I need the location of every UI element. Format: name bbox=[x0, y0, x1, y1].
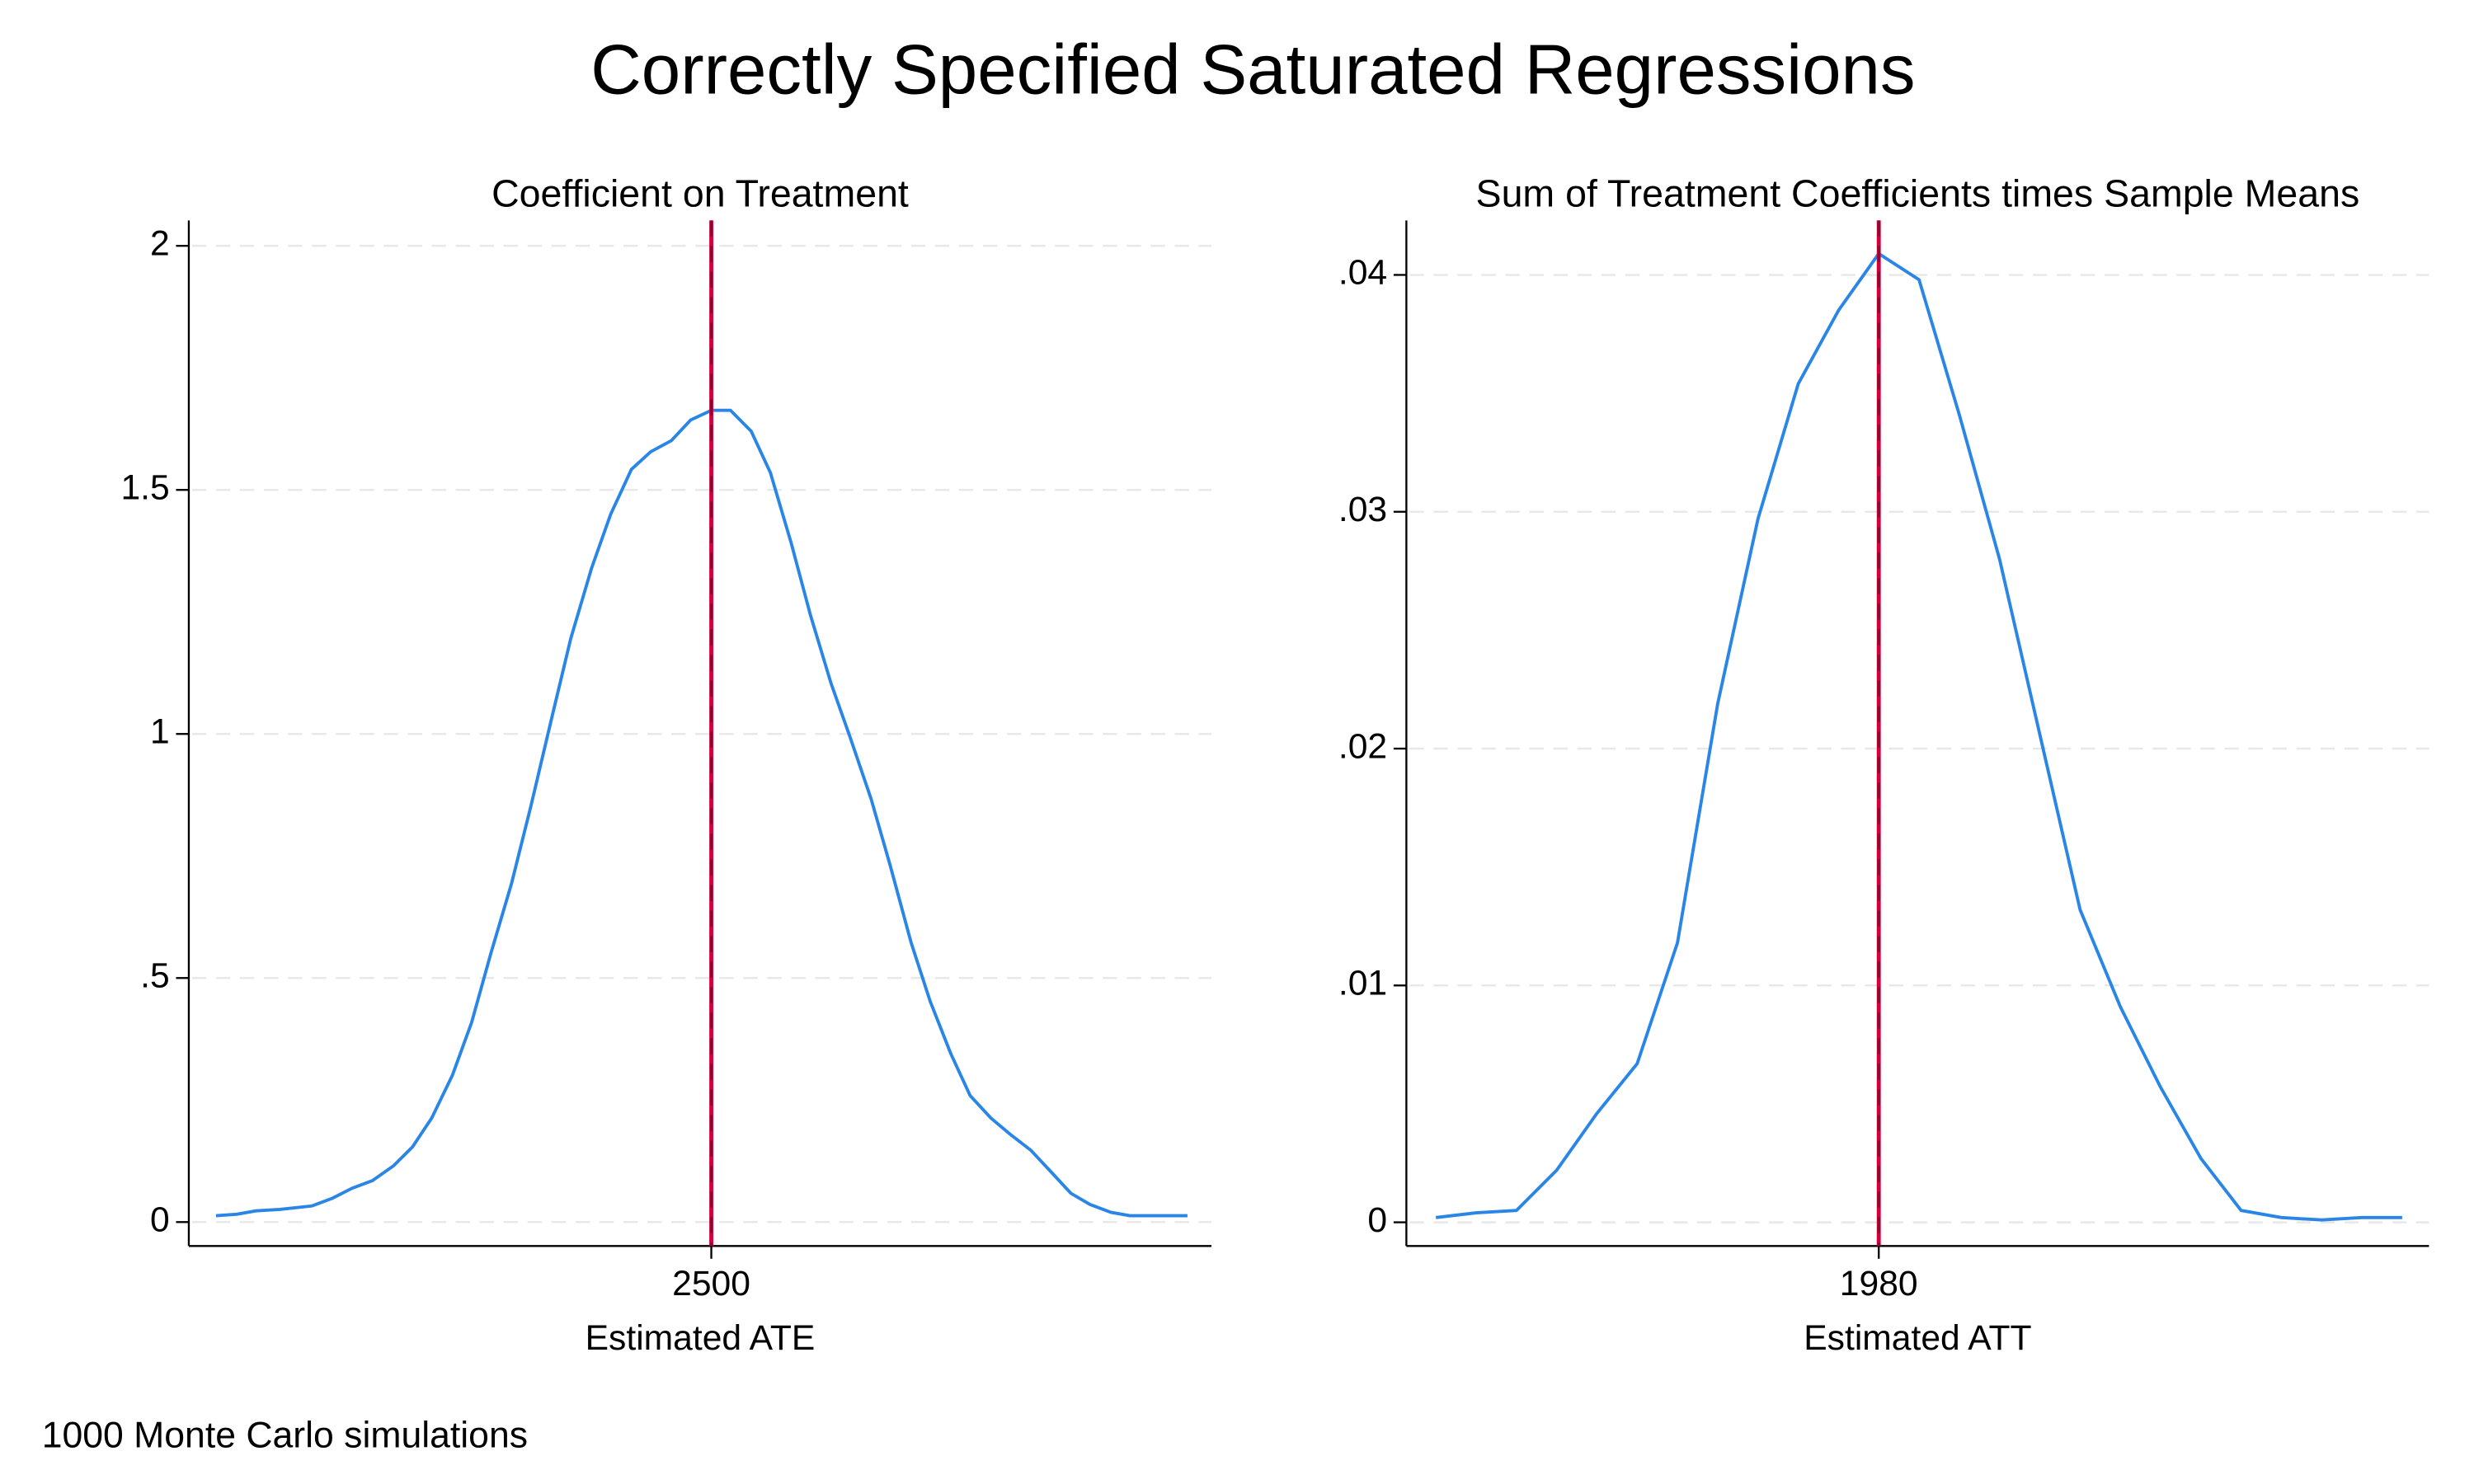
x-tick-label: 1980 bbox=[1840, 1264, 1918, 1303]
y-tick-label: .03 bbox=[1338, 490, 1387, 529]
density-line bbox=[215, 408, 1188, 1218]
x-axis-label: Estimated ATE bbox=[586, 1318, 816, 1358]
panel-title: Coefficient on Treatment bbox=[492, 172, 909, 215]
y-tick-label: 1.5 bbox=[120, 467, 169, 507]
y-tick-label: 0 bbox=[150, 1200, 170, 1240]
x-axis-label: Estimated ATT bbox=[1804, 1318, 2031, 1358]
figure-note: 1000 Monte Carlo simulations bbox=[42, 1416, 528, 1456]
y-tick-label: .02 bbox=[1338, 726, 1387, 766]
y-tick-label: 1 bbox=[150, 711, 170, 751]
panel-title: Sum of Treatment Coefficients times Samp… bbox=[1476, 172, 2360, 215]
y-tick-label: 2 bbox=[150, 223, 170, 263]
x-tick-label: 2500 bbox=[672, 1264, 750, 1303]
y-tick-label: .01 bbox=[1338, 964, 1387, 1003]
density-line bbox=[1435, 251, 2402, 1222]
y-tick-label: .5 bbox=[140, 956, 170, 996]
y-tick-label: .04 bbox=[1338, 253, 1387, 293]
figure-title: Correctly Specified Saturated Regression… bbox=[590, 31, 1915, 110]
y-tick-label: 0 bbox=[1367, 1200, 1387, 1240]
